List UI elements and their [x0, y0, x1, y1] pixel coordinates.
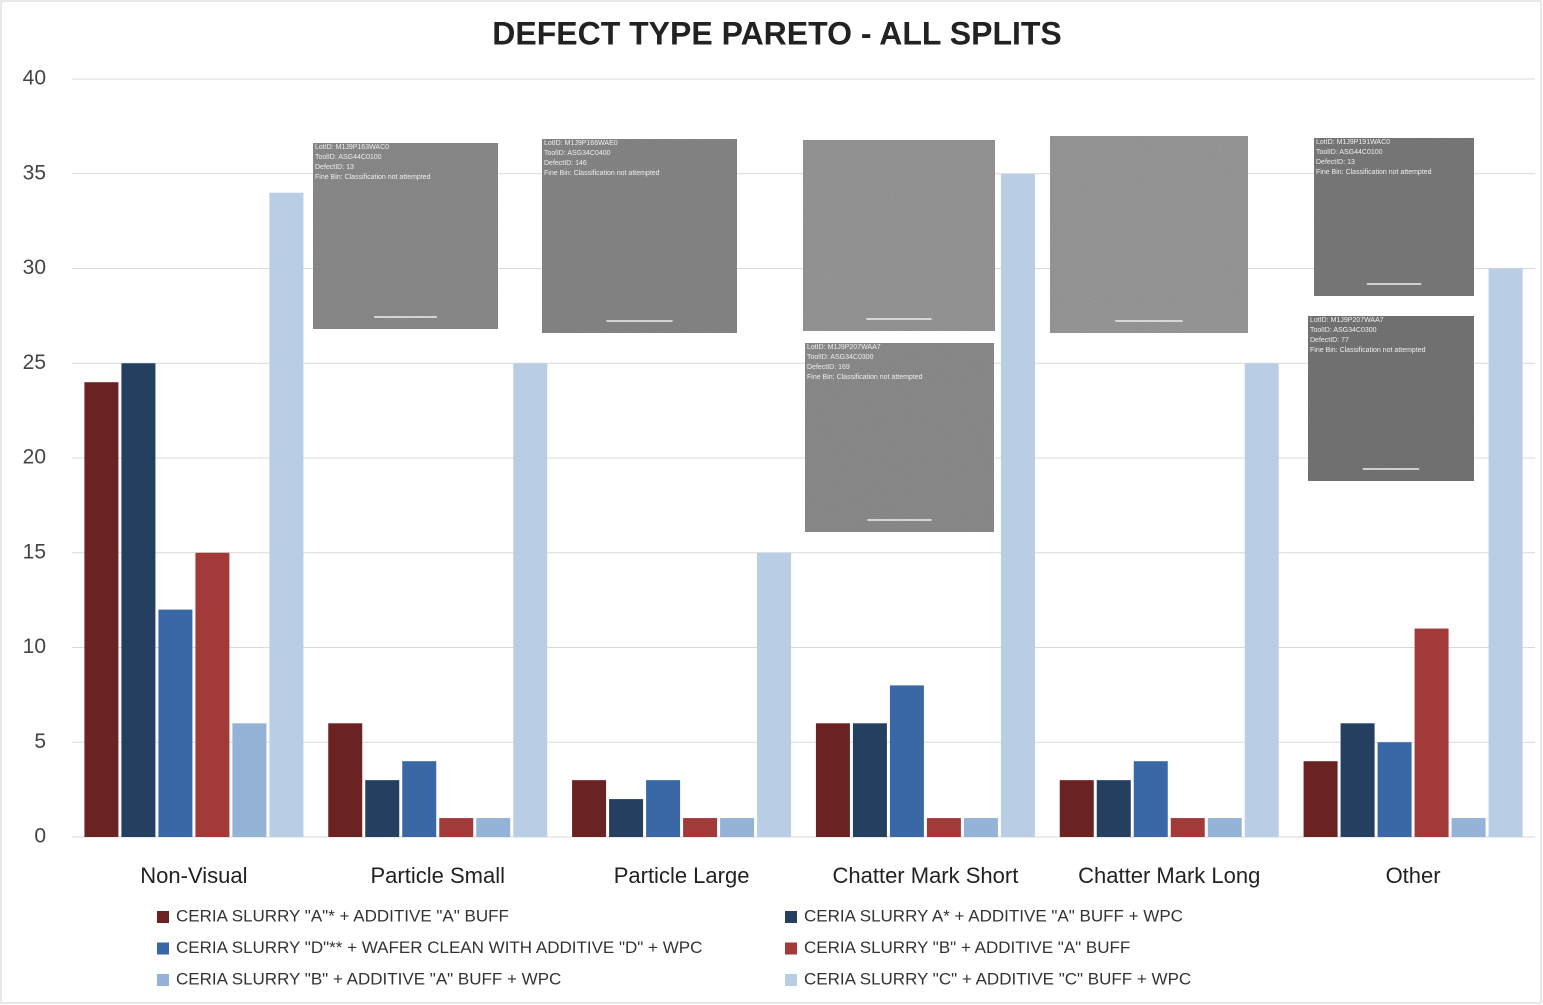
x-tick-label: Other	[1386, 863, 1441, 888]
bar	[158, 610, 192, 837]
sem-caption: ToolID: ASG34C0300	[1310, 327, 1377, 334]
sem-image-bg	[803, 140, 995, 331]
sem-image-bg	[542, 139, 737, 333]
sem-image-bg	[805, 343, 994, 532]
sem-caption: ToolID: ASG34C0300	[807, 354, 874, 361]
sem-image: LotID: M1J9P166WAE0 ToolID: ASG34C0400 Def…	[542, 139, 737, 333]
y-tick-label: 15	[23, 540, 46, 563]
bar	[1489, 269, 1523, 838]
sem-caption: Fine Bin: Classification not attempted	[544, 170, 660, 177]
legend-label: CERIA SLURRY "C" + ADDITIVE "C" BUFF + W…	[804, 969, 1191, 988]
legend-swatch	[785, 943, 797, 955]
bar	[513, 363, 547, 837]
sem-image: LotID: M1J9P207WAA7 ToolID: ASG34C0300 Def…	[1308, 316, 1474, 481]
bar	[720, 818, 754, 837]
bar	[1001, 174, 1035, 837]
bar	[1134, 761, 1168, 837]
sem-caption: Fine Bin: Classification not attempted	[1316, 169, 1432, 176]
sem-caption: DefectID: 146	[544, 160, 587, 167]
sem-caption: ToolID: ASG44C0100	[315, 154, 382, 161]
bar	[1304, 761, 1338, 837]
sem-caption: ToolID: ASG34C0400	[544, 150, 611, 157]
legend-label: CERIA SLURRY "B" + ADDITIVE "A" BUFF + W…	[176, 969, 561, 988]
bar	[1097, 780, 1131, 837]
legend-label: CERIA SLURRY "A"* + ADDITIVE "A" BUFF	[176, 906, 509, 925]
sem-caption: LotID: M1J9P163WAC0	[315, 144, 389, 151]
bar	[1060, 780, 1094, 837]
sem-image: LotID: M1J9P207WAA7 ToolID: ASG34C0300 Def…	[805, 343, 994, 532]
bar	[1171, 818, 1205, 837]
bar	[964, 818, 998, 837]
sem-image-bg	[1050, 136, 1248, 333]
bar	[1378, 742, 1412, 837]
bar	[328, 723, 362, 837]
sem-image: LotID: M1J9P191WAC0 ToolID: ASG44C0100 Def…	[1314, 138, 1474, 296]
sem-caption: LotID: M1J9P207WAA7	[1310, 317, 1384, 324]
sem-caption: LotID: M1J9P207WAA7	[807, 344, 881, 351]
bar	[439, 818, 473, 837]
bar	[1415, 629, 1449, 837]
sem-caption: Fine Bin: Classification not attempted	[315, 174, 431, 181]
legend-swatch	[785, 911, 797, 923]
bar	[609, 799, 643, 837]
bar	[683, 818, 717, 837]
legend-swatch	[785, 974, 797, 986]
sem-caption: DefectID: 13	[315, 164, 354, 171]
legend-swatch	[157, 974, 169, 986]
legend-swatch	[157, 911, 169, 923]
bar	[1341, 723, 1375, 837]
x-tick-label: Non-Visual	[140, 863, 247, 888]
bar	[476, 818, 510, 837]
bar	[402, 761, 436, 837]
y-tick-label: 35	[23, 161, 46, 184]
sem-image	[1050, 136, 1248, 333]
sem-image	[803, 140, 995, 331]
bar	[816, 723, 850, 837]
sem-image: LotID: M1J9P163WAC0 ToolID: ASG44C0100 Def…	[313, 143, 498, 329]
y-tick-label: 5	[34, 730, 46, 753]
x-tick-label: Particle Small	[371, 863, 505, 888]
bar	[1208, 818, 1242, 837]
sem-caption: LotID: M1J9P191WAC0	[1316, 139, 1390, 146]
legend-swatch	[157, 943, 169, 955]
y-tick-label: 25	[23, 351, 46, 374]
legend-label: CERIA SLURRY "D"** + WAFER CLEAN WITH AD…	[176, 938, 702, 957]
bar	[927, 818, 961, 837]
sem-caption: LotID: M1J9P166WAE0	[544, 140, 618, 147]
sem-caption: DefectID: 77	[1310, 337, 1349, 344]
sem-caption: Fine Bin: Classification not attempted	[1310, 347, 1426, 354]
bar	[365, 780, 399, 837]
sem-caption: DefectID: 13	[1316, 159, 1355, 166]
x-tick-label: Chatter Mark Short	[832, 863, 1018, 888]
bar	[84, 382, 118, 837]
bar	[890, 685, 924, 837]
chart-title: DEFECT TYPE PARETO - ALL SPLITS	[492, 15, 1062, 51]
bar	[269, 193, 303, 837]
sem-caption: DefectID: 169	[807, 364, 850, 371]
bar	[757, 553, 791, 837]
bar	[232, 723, 266, 837]
bar	[121, 363, 155, 837]
bar	[195, 553, 229, 837]
x-tick-label: Particle Large	[614, 863, 750, 888]
bar	[1452, 818, 1486, 837]
y-tick-label: 20	[23, 446, 46, 469]
chart-border	[1, 1, 1541, 1003]
y-tick-label: 40	[23, 67, 46, 90]
y-tick-label: 10	[23, 635, 46, 658]
bar	[1245, 363, 1279, 837]
bar	[853, 723, 887, 837]
y-tick-label: 0	[34, 825, 46, 848]
legend-label: CERIA SLURRY "B" + ADDITIVE "A" BUFF	[804, 938, 1130, 957]
legend-label: CERIA SLURRY A* + ADDITIVE "A" BUFF + WP…	[804, 906, 1183, 925]
y-tick-label: 30	[23, 256, 46, 279]
x-tick-label: Chatter Mark Long	[1078, 863, 1260, 888]
sem-caption: ToolID: ASG44C0100	[1316, 149, 1383, 156]
sem-caption: Fine Bin: Classification not attempted	[807, 374, 923, 381]
bar	[646, 780, 680, 837]
bar	[572, 780, 606, 837]
chart: DEFECT TYPE PARETO - ALL SPLITS 0 5 10 15 20…	[0, 0, 1543, 1005]
